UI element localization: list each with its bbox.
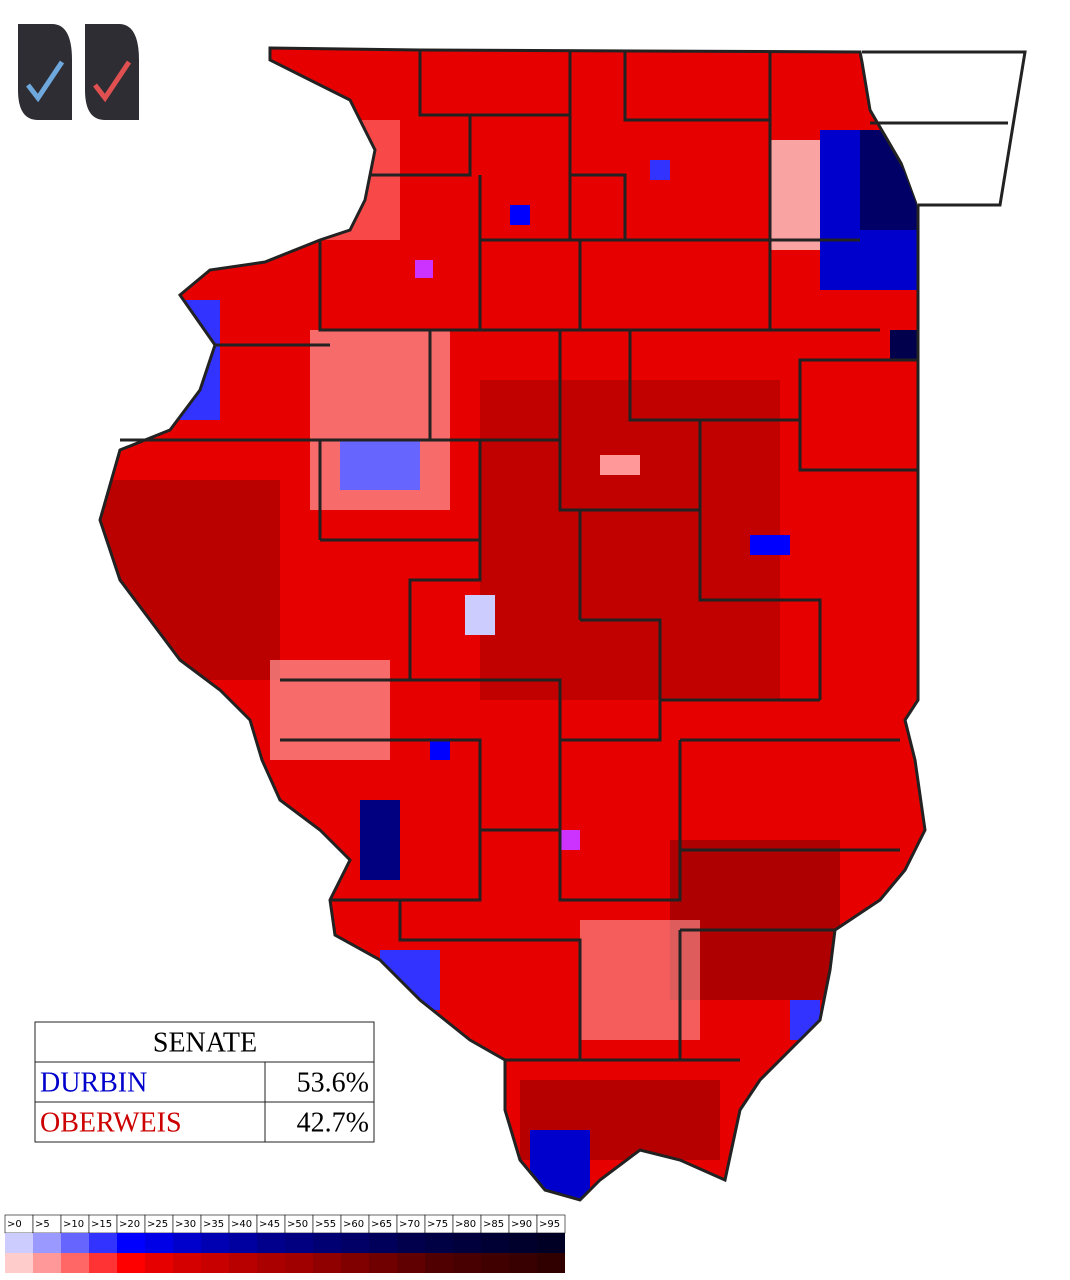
scale-blue: [285, 1233, 313, 1253]
county-lines: [120, 50, 918, 1062]
scale-label: >90: [511, 1219, 532, 1230]
scale-blue: [537, 1233, 565, 1253]
scale-blue: [145, 1233, 173, 1253]
scale-blue: [397, 1233, 425, 1253]
logo: [18, 24, 139, 120]
scale-red: [5, 1253, 33, 1273]
scale-red: [89, 1253, 117, 1273]
scale-red: [369, 1253, 397, 1273]
scale-label: >20: [119, 1219, 140, 1230]
scale-blue: [481, 1233, 509, 1253]
scale-label: >95: [539, 1219, 560, 1230]
scale-red: [537, 1253, 565, 1273]
results-title: SENATE: [153, 1027, 257, 1058]
scale-label: >50: [287, 1219, 308, 1230]
scale-red: [397, 1253, 425, 1273]
scale-label: >40: [231, 1219, 252, 1230]
scale-red: [341, 1253, 369, 1273]
scale-red: [257, 1253, 285, 1273]
scale-label: >85: [483, 1219, 504, 1230]
scale-red: [201, 1253, 229, 1273]
scale-blue: [341, 1233, 369, 1253]
scale-blue: [509, 1233, 537, 1253]
scale-blue: [89, 1233, 117, 1253]
scale-blue: [453, 1233, 481, 1253]
scale-red: [313, 1253, 341, 1273]
scale-red: [173, 1253, 201, 1273]
scale-blue: [201, 1233, 229, 1253]
scale-blue: [33, 1233, 61, 1253]
scale-label: >65: [371, 1219, 392, 1230]
candidate-name: OBERWEIS: [40, 1107, 182, 1138]
scale-blue: [369, 1233, 397, 1253]
scale-label: >15: [91, 1219, 112, 1230]
scale-red: [229, 1253, 257, 1273]
scale-blue: [173, 1233, 201, 1253]
lake-michigan: [862, 50, 1027, 207]
scale-red: [481, 1253, 509, 1273]
candidate-share: 53.6%: [297, 1067, 369, 1098]
scale-label: >10: [63, 1219, 84, 1230]
scale-label: >35: [203, 1219, 224, 1230]
scale-red: [453, 1253, 481, 1273]
candidate-share: 42.7%: [297, 1107, 369, 1138]
scale-red: [509, 1253, 537, 1273]
scale-label: >0: [7, 1219, 22, 1230]
scale-blue: [5, 1233, 33, 1253]
scale-label: >45: [259, 1219, 280, 1230]
color-scale: >0 >5 >10 >15 >20 >25 >30 >35 >40 >45 >50 >55 >60 >65…: [4, 1214, 566, 1273]
scale-blue: [61, 1233, 89, 1253]
scale-blue: [313, 1233, 341, 1253]
scale-label: >55: [315, 1219, 336, 1230]
scale-blue: [257, 1233, 285, 1253]
scale-label: >25: [147, 1219, 168, 1230]
scale-red: [61, 1253, 89, 1273]
scale-blue: [425, 1233, 453, 1253]
scale-blue: [117, 1233, 145, 1253]
scale-red: [285, 1253, 313, 1273]
scale-red: [117, 1253, 145, 1273]
scale-label: >80: [455, 1219, 476, 1230]
scale-label: >30: [175, 1219, 196, 1230]
candidate-name: DURBIN: [40, 1067, 147, 1098]
scale-red: [33, 1253, 61, 1273]
scale-label: >75: [427, 1219, 448, 1230]
scale-label: >60: [343, 1219, 364, 1230]
scale-red: [425, 1253, 453, 1273]
scale-blue: [229, 1233, 257, 1253]
scale-label: >70: [399, 1219, 420, 1230]
scale-red: [145, 1253, 173, 1273]
results-box: SENATE DURBIN 53.6% OBERWEIS 42.7%: [34, 1021, 375, 1143]
scale-label: >5: [35, 1219, 50, 1230]
